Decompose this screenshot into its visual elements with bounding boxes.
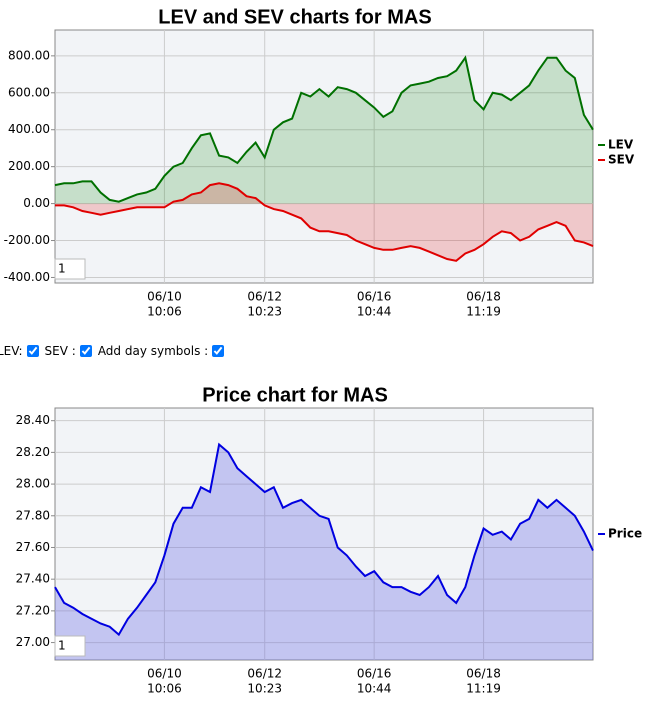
x-tick-label: 10:23 [247,682,282,696]
x-tick-label: 06/16 [357,290,392,304]
zoom-input-value: 1 [58,262,66,276]
zoom-input [54,635,86,657]
x-tick-label: 10:06 [147,682,182,696]
y-tick-label: 400.00 [8,122,50,136]
x-tick-label: 06/12 [247,667,282,681]
x-tick-label: 10:44 [357,305,392,319]
x-tick-label: 11:19 [466,305,501,319]
y-tick-label: 27.00 [16,635,50,649]
legend-label: Price [608,527,642,541]
y-tick-label: 0.00 [23,196,50,210]
x-tick-label: 06/16 [357,667,392,681]
series-line [55,182,594,262]
legend-label: SEV [608,153,635,167]
y-tick-label: -400.00 [4,270,50,284]
control-label: SEV : [44,344,76,358]
x-tick-label: 10:44 [357,682,392,696]
x-tick-label: 06/10 [147,667,182,681]
control-label: LEV: [0,344,23,358]
y-tick-label: 27.60 [16,540,50,554]
chart-title: LEV and SEV charts for MAS [158,6,431,28]
control-checkbox[interactable] [212,345,225,357]
y-tick-label: 27.20 [16,603,50,617]
x-tick-label: 06/18 [466,290,501,304]
x-tick-label: 10:23 [247,305,282,319]
x-tick-label: 06/10 [147,290,182,304]
series-line [54,442,594,637]
y-tick-label: -200.00 [4,233,50,247]
x-tick-label: 06/18 [466,667,501,681]
y-tick-label: 28.20 [16,445,50,459]
series-area [55,444,593,660]
control-label: Add day symbols : [97,344,209,358]
x-tick-label: 10:06 [147,305,182,319]
series-line [54,55,594,203]
control-checkbox[interactable] [79,345,92,357]
legend-label: LEV [608,138,634,152]
y-tick-label: 27.40 [16,572,50,586]
y-tick-label: 28.00 [16,477,50,491]
controls: LEV: SEV : Add day symbols : [0,344,227,358]
x-tick-label: 06/12 [247,290,282,304]
chart-title: Price chart for MAS [202,384,388,406]
zoom-input-value: 1 [58,639,66,653]
series-area [55,57,593,204]
x-tick-label: 11:19 [466,682,501,696]
series-area [55,183,593,261]
y-tick-label: 600.00 [8,85,50,99]
y-tick-label: 27.80 [16,508,50,522]
y-tick-label: 200.00 [8,159,50,173]
control-checkbox[interactable] [26,345,39,357]
y-tick-label: 28.40 [16,413,50,427]
y-tick-label: 800.00 [8,48,50,62]
zoom-input [54,258,86,280]
